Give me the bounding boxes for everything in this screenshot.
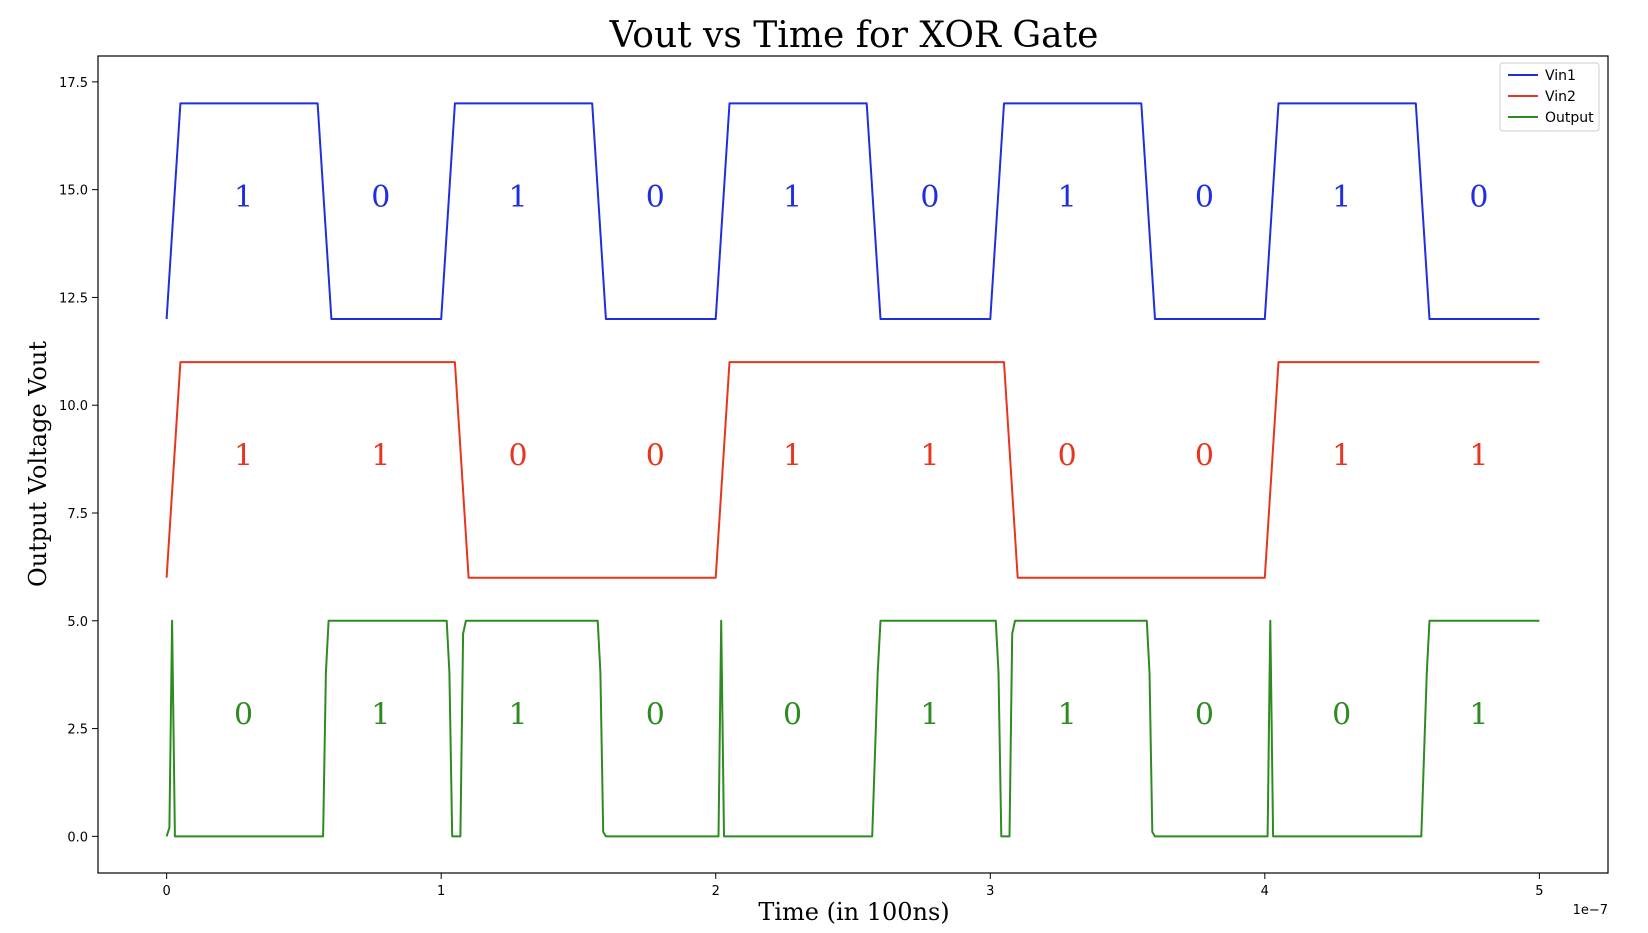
bit-label-vin1: 1	[783, 180, 802, 215]
legend-label-vin2: Vin2	[1545, 89, 1576, 105]
bit-label-output: 1	[1469, 697, 1488, 732]
y-tick-label: 15.0	[59, 184, 88, 199]
bit-label-output: 0	[1195, 697, 1214, 732]
bit-label-vin1: 0	[1195, 180, 1214, 215]
bit-label-vin2: 1	[1332, 439, 1351, 474]
series-line-vin2	[165, 361, 1540, 579]
bit-label-output: 1	[1058, 697, 1077, 732]
series-line-output	[165, 619, 1540, 838]
bit-label-vin2: 1	[234, 439, 253, 474]
x-tick-label: 3	[986, 884, 994, 899]
plot-frame	[97, 55, 1609, 874]
bit-label-vin1: 1	[509, 180, 528, 215]
bit-label-vin2: 1	[1469, 439, 1488, 474]
y-tick-label: 12.5	[59, 291, 88, 306]
y-tick-label: 10.0	[59, 399, 88, 414]
series-line-vin1	[165, 102, 1540, 320]
bit-label-vin1: 1	[1058, 180, 1077, 215]
legend: Vin1 Vin2 Output	[1499, 62, 1600, 132]
x-axis-offset-label: 1e−7	[1573, 903, 1608, 918]
bit-label-output: 0	[234, 697, 253, 732]
bit-label-vin1: 1	[1332, 180, 1351, 215]
bit-label-vin1: 0	[371, 180, 390, 215]
bit-label-vin1: 0	[1469, 180, 1488, 215]
x-tick-label: 5	[1535, 884, 1543, 899]
bit-label-vin2: 0	[509, 439, 528, 474]
y-tick-label: 17.5	[59, 76, 88, 91]
bit-label-output: 0	[783, 697, 802, 732]
bit-label-output: 1	[371, 697, 390, 732]
y-tick-label: 2.5	[67, 723, 88, 738]
bit-label-vin2: 1	[920, 439, 939, 474]
x-axis-label: Time (in 100ns)	[758, 898, 949, 926]
bit-label-vin1: 0	[920, 180, 939, 215]
legend-label-output: Output	[1545, 110, 1594, 126]
bit-label-vin2: 0	[1058, 439, 1077, 474]
bit-label-vin1: 1	[234, 180, 253, 215]
bit-label-vin2: 1	[783, 439, 802, 474]
x-axis: 0 1 2 3 4 5	[162, 873, 1544, 899]
x-tick-label: 2	[712, 884, 720, 899]
x-tick-label: 0	[162, 884, 170, 899]
bit-label-output: 0	[1332, 697, 1351, 732]
y-tick-label: 0.0	[67, 830, 88, 845]
bit-label-vin2: 0	[646, 439, 665, 474]
x-tick-label: 4	[1261, 884, 1269, 899]
bit-label-vin2: 1	[371, 439, 390, 474]
x-tick-label: 1	[437, 884, 445, 899]
legend-label-vin1: Vin1	[1545, 68, 1576, 84]
chart-title: Vout vs Time for XOR Gate	[609, 15, 1099, 56]
bit-label-vin1: 0	[646, 180, 665, 215]
bit-label-output: 1	[920, 697, 939, 732]
legend-box	[1499, 62, 1600, 132]
plot-area: 1 0 1 0 1 0 1 0 1 0 1 1 0 0 1 1 0 0 1 1 0 1 1 0 0 1 1 0 0 1	[165, 102, 1540, 838]
y-axis: 0.0 2.5 5.0 7.5 10.0 12.5 15.0 17.5	[59, 76, 98, 845]
bit-label-output: 0	[646, 697, 665, 732]
y-tick-label: 7.5	[67, 507, 88, 522]
y-tick-label: 5.0	[67, 615, 88, 630]
bit-label-output: 1	[509, 697, 528, 732]
y-axis-label: Output Voltage Vout	[24, 341, 52, 587]
bit-label-vin2: 0	[1195, 439, 1214, 474]
